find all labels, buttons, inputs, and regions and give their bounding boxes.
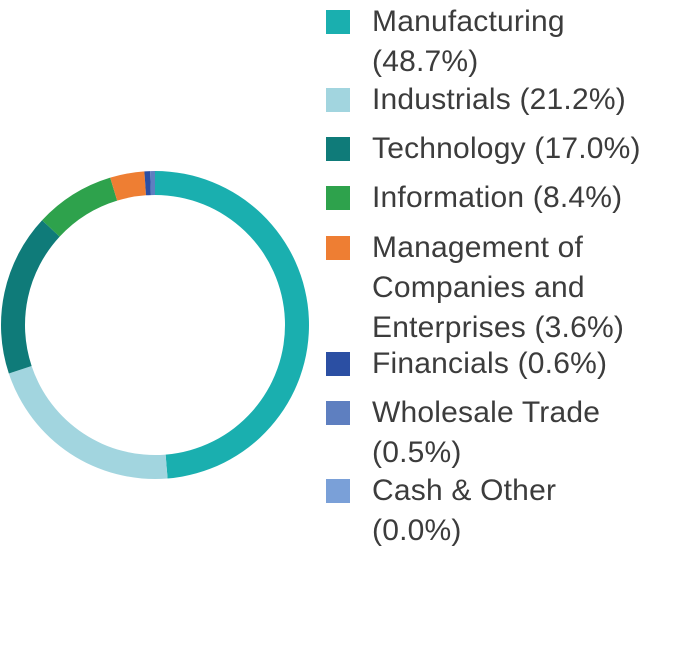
slice-management-of-companies-and-enterprises [110, 171, 147, 201]
legend-label-management: Management of Companies and Enterprises … [372, 231, 625, 344]
slice-manufacturing [155, 171, 309, 479]
legend-label-cash-other: Cash & Other (0.0%) [372, 474, 557, 547]
slice-technology [1, 220, 60, 374]
legend-label-information: Information (8.4%) [372, 181, 623, 214]
legend-swatch-cash-other [326, 479, 350, 503]
slice-industrials [8, 365, 168, 479]
donut-chart [1, 171, 309, 479]
legend-swatch-industrials [326, 88, 350, 112]
legend-swatch-manufacturing [326, 10, 350, 34]
legend-swatch-financials [326, 352, 350, 376]
legend-swatch-technology [326, 137, 350, 161]
legend-label-manufacturing: Manufacturing (48.7%) [372, 5, 565, 78]
legend-swatch-information [326, 186, 350, 210]
slice-information [42, 177, 118, 237]
legend-label-wholesale-trade: Wholesale Trade (0.5%) [372, 396, 601, 469]
slice-wholesale-trade [150, 171, 155, 196]
legend-swatch-wholesale-trade [326, 401, 350, 425]
legend-label-technology: Technology (17.0%) [372, 132, 641, 165]
legend-label-industrials: Industrials (21.2%) [372, 83, 626, 116]
legend-swatch-management [326, 236, 350, 260]
legend-label-financials: Financials (0.6%) [372, 347, 608, 380]
slice-financials [144, 171, 151, 196]
